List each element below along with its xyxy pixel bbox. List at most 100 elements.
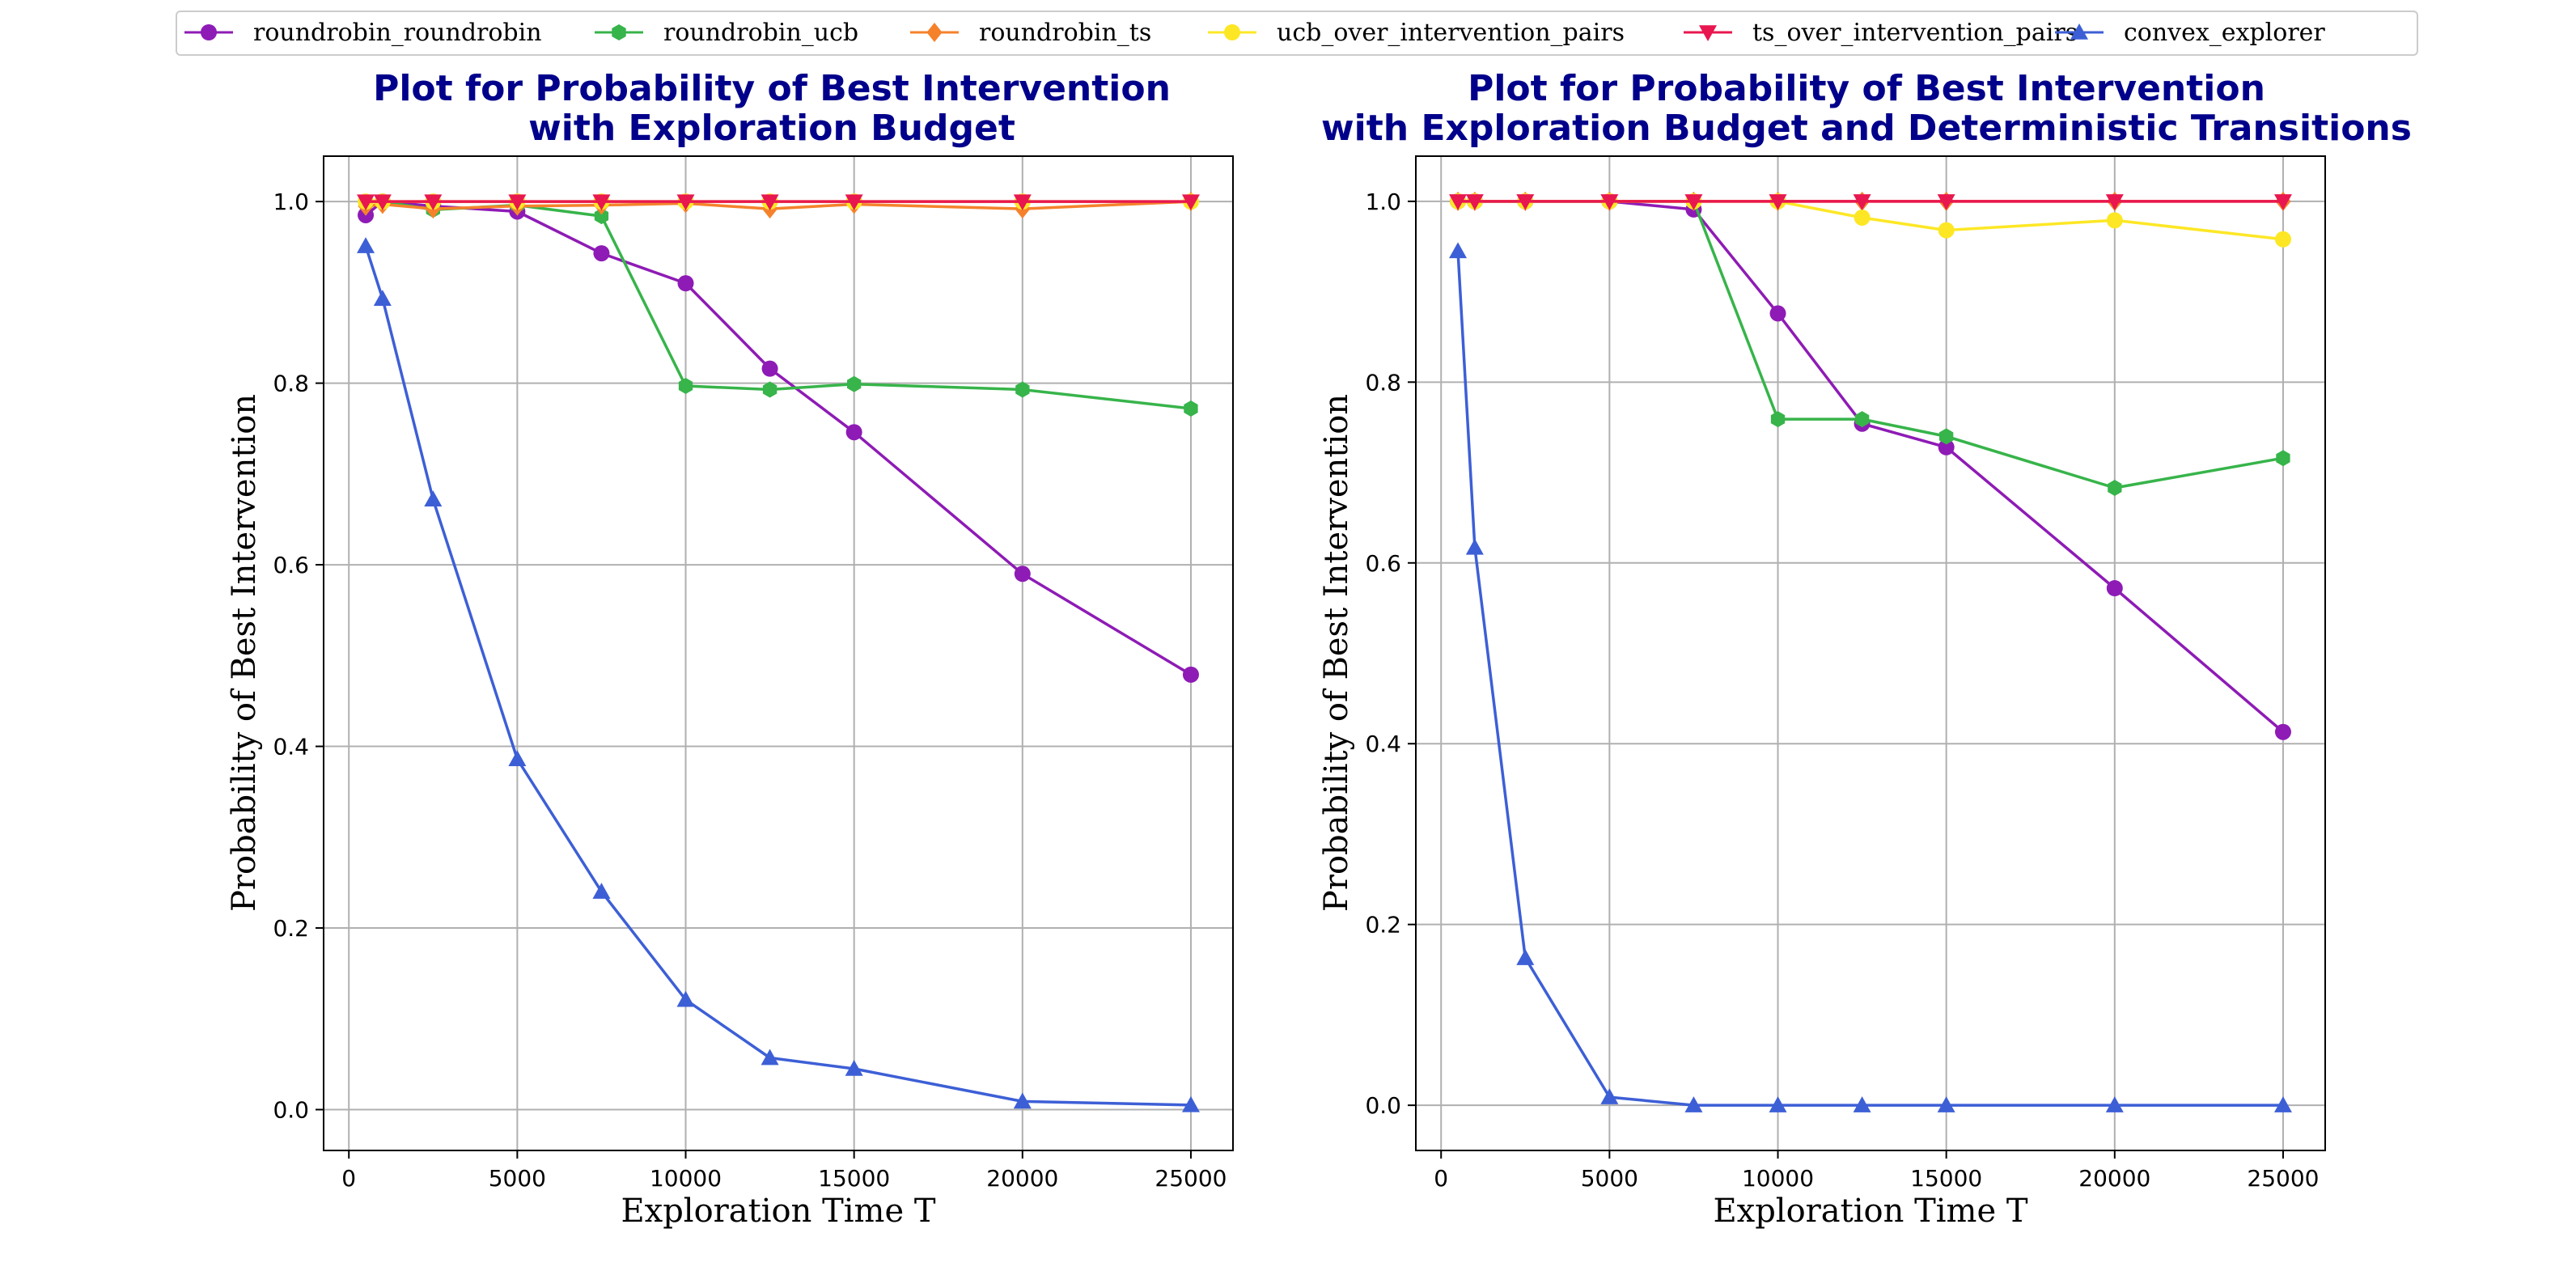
- data-point-roundrobin-ucb: [1854, 411, 1870, 428]
- right-chart-marks: [1449, 191, 2292, 1112]
- y-tick-label: 0.4: [1365, 731, 1401, 757]
- x-tick-label: 10000: [1742, 1165, 1814, 1192]
- data-point-roundrobin-roundrobin: [1182, 666, 1199, 683]
- legend-item-roundrobin-roundrobin: roundrobin_roundrobin: [184, 19, 542, 47]
- right-chart-grid: [1416, 156, 2325, 1150]
- data-point-ts-over-intervention-pairs: [2273, 194, 2292, 210]
- data-point-roundrobin-roundrobin: [677, 275, 694, 292]
- data-point-roundrobin-ucb: [1770, 411, 1786, 428]
- right-chart-xlabel: Exploration Time T: [1713, 1193, 2027, 1230]
- legend-item-convex-explorer: convex_explorer: [2055, 19, 2325, 47]
- data-point-roundrobin-roundrobin: [845, 424, 862, 441]
- legend-marker: [2070, 23, 2088, 40]
- legend-marker: [201, 24, 217, 40]
- data-point-convex-explorer: [2105, 1096, 2124, 1112]
- data-point-roundrobin-ucb: [2108, 480, 2122, 496]
- y-tick-label: 0.0: [273, 1096, 309, 1123]
- right-chart: Plot for Probability of Best Interventio…: [1318, 68, 2412, 1230]
- data-point-ts-over-intervention-pairs: [1769, 194, 1787, 210]
- y-tick-label: 0.8: [273, 371, 309, 397]
- legend-items: roundrobin_roundrobin roundrobin_ucb round…: [184, 19, 2325, 47]
- data-point-convex-explorer: [845, 1059, 863, 1076]
- x-tick-label: 5000: [489, 1165, 546, 1192]
- legend: roundrobin_roundrobin roundrobin_ucb round…: [176, 11, 2418, 56]
- data-point-roundrobin-ucb: [1015, 381, 1030, 398]
- x-tick-label: 10000: [650, 1165, 722, 1192]
- data-point-convex-explorer: [1449, 242, 1468, 259]
- data-point-roundrobin-roundrobin: [1938, 439, 1955, 455]
- legend-item-roundrobin-ucb: roundrobin_ucb: [595, 19, 858, 47]
- data-point-ts-over-intervention-pairs: [761, 194, 779, 211]
- left-chart: Plot for Probability of Best Interventio…: [226, 68, 1234, 1230]
- data-point-ts-over-intervention-pairs: [1449, 194, 1468, 210]
- legend-label: roundrobin_ts: [979, 19, 1151, 47]
- series-ts-over-intervention-pairs: [1449, 194, 2292, 210]
- data-point-ts-over-intervention-pairs: [1013, 194, 1032, 211]
- legend-item-ts-over-intervention-pairs: ts_over_intervention_pairs: [1684, 19, 2078, 47]
- x-tick-label: 0: [1434, 1165, 1448, 1192]
- data-point-ts-over-intervention-pairs: [357, 194, 375, 211]
- data-point-ts-over-intervention-pairs: [373, 194, 392, 211]
- data-point-roundrobin-roundrobin: [2274, 723, 2291, 740]
- series-line-convex-explorer: [1456, 251, 2283, 1107]
- y-tick-label: 0.0: [1365, 1092, 1401, 1119]
- series-convex-explorer: [357, 237, 1200, 1112]
- data-point-ts-over-intervention-pairs: [1937, 194, 1955, 210]
- data-point-roundrobin-ucb: [1939, 428, 1954, 445]
- data-point-convex-explorer: [357, 237, 375, 253]
- right-chart-ticks: 0 5000 10000 15000 20000 25000 0.0 0.2 0.4 0.6 0.8…: [1365, 189, 2319, 1192]
- data-point-roundrobin-ucb: [2276, 450, 2290, 467]
- right-chart-title-line1: Plot for Probability of Best Interventio…: [1468, 68, 2265, 109]
- x-tick-label: 0: [341, 1165, 356, 1192]
- data-point-convex-explorer: [1684, 1096, 1703, 1112]
- data-point-convex-explorer: [1937, 1096, 1955, 1112]
- legend-label: roundrobin_roundrobin: [253, 19, 542, 47]
- data-point-roundrobin-roundrobin: [1014, 566, 1031, 583]
- x-tick-label: 25000: [1155, 1165, 1227, 1192]
- y-tick-label: 0.8: [1365, 369, 1401, 396]
- right-chart-ylabel: Probability of Best Intervention: [1318, 394, 1355, 912]
- data-point-ts-over-intervention-pairs: [845, 194, 863, 211]
- data-point-ts-over-intervention-pairs: [1684, 194, 1703, 210]
- data-point-roundrobin-roundrobin: [593, 245, 610, 262]
- data-point-ucb-over-intervention-pairs: [1938, 222, 1955, 239]
- y-tick-label: 0.4: [273, 734, 309, 761]
- data-point-ts-over-intervention-pairs: [592, 194, 611, 211]
- data-point-convex-explorer: [2273, 1096, 2292, 1112]
- data-point-ucb-over-intervention-pairs: [2274, 231, 2291, 248]
- data-point-roundrobin-ucb: [1184, 400, 1198, 417]
- right-chart-title-line2: with Exploration Budget and Deterministi…: [1321, 108, 2412, 149]
- left-chart-grid: [324, 156, 1233, 1150]
- data-point-ts-over-intervention-pairs: [1853, 194, 1871, 210]
- series-line-convex-explorer: [364, 245, 1192, 1107]
- data-point-convex-explorer: [761, 1049, 779, 1066]
- legend-item-roundrobin-ts: roundrobin_ts: [910, 19, 1151, 47]
- left-chart-xlabel: Exploration Time T: [621, 1193, 935, 1230]
- left-chart-title-line1: Plot for Probability of Best Interventio…: [373, 68, 1171, 109]
- data-point-roundrobin-ucb: [847, 375, 862, 392]
- data-point-ts-over-intervention-pairs: [1516, 194, 1535, 210]
- data-point-convex-explorer: [508, 750, 527, 767]
- data-point-convex-explorer: [424, 490, 443, 507]
- data-point-roundrobin-ucb: [762, 381, 777, 398]
- left-chart-frame: [323, 155, 1234, 1151]
- legend-marker: [926, 23, 943, 42]
- data-point-convex-explorer: [1181, 1095, 1200, 1112]
- data-point-convex-explorer: [592, 883, 611, 899]
- data-point-convex-explorer: [1600, 1088, 1619, 1104]
- data-point-roundrobin-roundrobin: [1769, 305, 1786, 322]
- x-tick-label: 25000: [2247, 1165, 2319, 1192]
- data-point-roundrobin-roundrobin: [2106, 580, 2123, 597]
- y-tick-label: 0.2: [1365, 912, 1401, 938]
- data-point-ts-over-intervention-pairs: [508, 194, 527, 211]
- series-ts-over-intervention-pairs: [357, 194, 1200, 211]
- data-point-ts-over-intervention-pairs: [424, 194, 443, 211]
- legend-label: roundrobin_ucb: [663, 19, 858, 47]
- data-point-ts-over-intervention-pairs: [2105, 194, 2124, 210]
- data-point-convex-explorer: [1465, 538, 1484, 555]
- x-tick-label: 15000: [818, 1165, 890, 1192]
- data-point-roundrobin-ucb: [678, 378, 693, 394]
- data-point-convex-explorer: [676, 990, 695, 1007]
- left-chart-marks: [357, 192, 1200, 1112]
